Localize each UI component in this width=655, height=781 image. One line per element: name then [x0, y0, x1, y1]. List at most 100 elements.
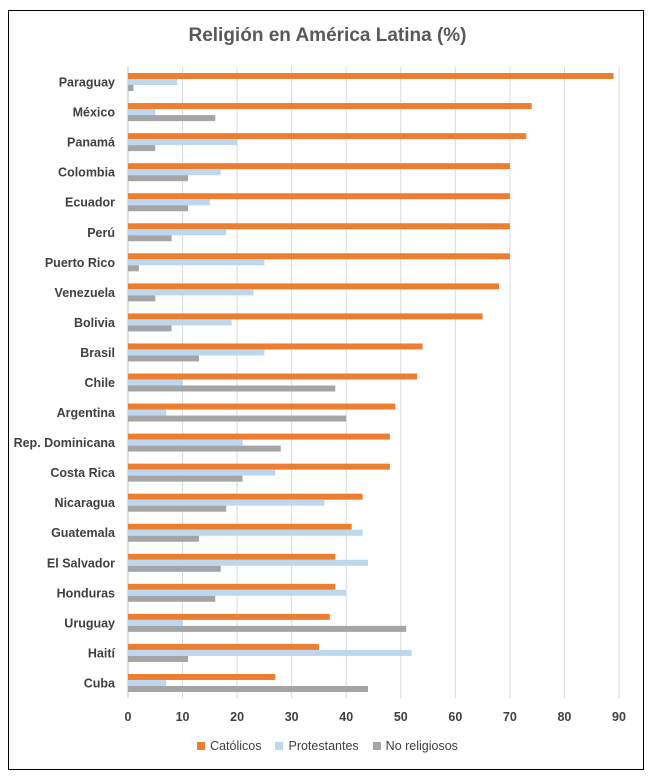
bar-catolicos [128, 403, 396, 410]
bar-protestantes [128, 529, 363, 536]
bar-no-religiosos [128, 415, 347, 422]
category-label: Perú [87, 226, 115, 240]
bar-no-religiosos [128, 295, 156, 302]
bar-catolicos [128, 523, 352, 530]
legend-item: Católicos [197, 739, 261, 753]
bar-protestantes [128, 619, 183, 626]
bar-protestantes [128, 439, 243, 446]
bar-no-religiosos [128, 535, 199, 542]
legend-item: No religiosos [372, 739, 458, 753]
bar-no-religiosos [128, 445, 281, 452]
bar-protestantes [128, 589, 347, 596]
bar-catolicos [128, 313, 483, 320]
bar-no-religiosos [128, 325, 172, 332]
bar-protestantes [128, 649, 412, 656]
x-tick-label: 20 [230, 710, 244, 724]
x-tick-label: 50 [394, 710, 408, 724]
category-label: Bolivia [74, 316, 116, 330]
bar-catolicos [128, 163, 510, 170]
x-tick-label: 90 [612, 710, 626, 724]
bar-no-religiosos [128, 265, 139, 272]
bar-protestantes [128, 289, 254, 296]
bar-no-religiosos [128, 505, 227, 512]
bar-protestantes [128, 319, 232, 326]
bar-catolicos [128, 643, 319, 650]
bar-catolicos [128, 673, 276, 680]
bar-protestantes [128, 379, 183, 386]
bar-protestantes [128, 229, 227, 236]
category-label: Venezuela [55, 286, 116, 300]
bar-no-religiosos [128, 565, 221, 572]
bar-catolicos [128, 73, 614, 80]
bar-no-religiosos [128, 685, 369, 692]
bar-protestantes [128, 499, 325, 506]
bar-catolicos [128, 103, 532, 110]
category-label: Panamá [67, 136, 115, 150]
bar-no-religiosos [128, 175, 189, 182]
bar-no-religiosos [128, 475, 243, 482]
bar-protestantes [128, 79, 178, 86]
bar-protestantes [128, 559, 369, 566]
bar-catolicos [128, 223, 510, 230]
chart-legend: Católicos Protestantes No religiosos [0, 739, 655, 753]
bar-catolicos [128, 343, 423, 350]
chart-title: Religión en América Latina (%) [188, 25, 467, 46]
bar-catolicos [128, 613, 330, 620]
x-tick-label: 0 [125, 710, 132, 724]
bar-catolicos [128, 583, 336, 590]
legend-label: Protestantes [288, 739, 359, 753]
category-label: Cuba [84, 676, 116, 690]
bar-no-religiosos [128, 205, 189, 212]
legend-swatch [197, 742, 206, 750]
category-label: Puerto Rico [45, 256, 116, 270]
bar-catolicos [128, 373, 418, 380]
bar-protestantes [128, 469, 276, 476]
bar-protestantes [128, 199, 210, 206]
category-label: Argentina [57, 406, 116, 420]
bar-catolicos [128, 253, 510, 260]
x-tick-label: 30 [285, 710, 299, 724]
bar-protestantes [128, 139, 238, 146]
bar-catolicos [128, 133, 527, 140]
category-label: Chile [84, 376, 115, 390]
x-tick-label: 80 [557, 710, 571, 724]
bar-no-religiosos [128, 385, 336, 392]
bar-protestantes [128, 169, 221, 176]
category-label: Colombia [58, 166, 116, 180]
x-tick-label: 70 [503, 710, 517, 724]
category-label: Guatemala [51, 526, 116, 540]
bar-no-religiosos [128, 655, 189, 662]
x-tick-label: 10 [176, 710, 190, 724]
bar-catolicos [128, 433, 390, 440]
bar-catolicos [128, 283, 499, 290]
bar-protestantes [128, 679, 167, 686]
bar-no-religiosos [128, 85, 134, 92]
legend-swatch [372, 742, 381, 750]
category-label: Haití [88, 646, 116, 660]
category-label: México [73, 106, 116, 120]
x-tick-label: 40 [339, 710, 353, 724]
category-label: Honduras [57, 586, 115, 600]
category-label: Costa Rica [50, 466, 116, 480]
bar-no-religiosos [128, 595, 216, 602]
category-label: Ecuador [65, 196, 115, 210]
x-tick-label: 60 [448, 710, 462, 724]
bar-no-religiosos [128, 355, 199, 362]
bar-protestantes [128, 109, 156, 116]
bar-no-religiosos [128, 115, 216, 122]
bar-no-religiosos [128, 145, 156, 152]
category-label: Paraguay [59, 76, 115, 90]
category-label: Rep. Dominicana [14, 436, 116, 450]
category-label: Nicaragua [55, 496, 116, 510]
legend-item: Protestantes [275, 739, 359, 753]
bar-catolicos [128, 553, 336, 560]
category-label: Uruguay [64, 616, 115, 630]
legend-label: No religiosos [385, 739, 458, 753]
bar-protestantes [128, 409, 167, 416]
bar-protestantes [128, 259, 265, 266]
category-label: El Salvador [47, 556, 115, 570]
bar-catolicos [128, 463, 390, 470]
bar-no-religiosos [128, 235, 172, 242]
category-label: Brasil [80, 346, 115, 360]
